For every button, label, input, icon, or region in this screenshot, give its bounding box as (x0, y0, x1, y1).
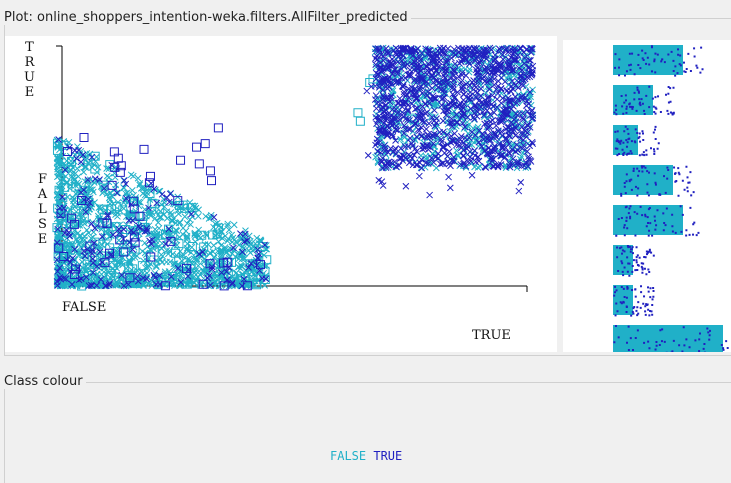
legend-true[interactable]: TRUE (373, 449, 403, 463)
y-label-true: TRUE (22, 40, 37, 100)
legend: FALSE TRUE (330, 449, 402, 463)
x-label-false: FALSE (62, 300, 107, 315)
legend-false[interactable]: FALSE (330, 449, 367, 463)
thumbnail (613, 45, 683, 75)
thumbnail (613, 85, 653, 115)
thumbnail (613, 245, 633, 275)
thumbnail (613, 285, 633, 315)
matrix-panel (563, 40, 731, 352)
x-label-true: TRUE (472, 328, 511, 343)
thumbnail-points (615, 205, 700, 237)
y-label-false: FALSE (35, 172, 50, 247)
class-colour-title: Class colour (4, 374, 86, 389)
point (53, 44, 537, 291)
point (52, 44, 537, 291)
plot-title: Plot: online_shoppers_intention-weka.fil… (4, 10, 411, 25)
screen: Plot: online_shoppers_intention-weka.fil… (4, 10, 731, 483)
thumbnail-points (614, 125, 660, 157)
class-colour-group (4, 382, 731, 483)
thumbnail-points (613, 85, 675, 116)
thumbnail-points (616, 245, 655, 277)
thumbnail-points (614, 45, 704, 77)
thumbnail-points (620, 165, 695, 197)
thumbnail (613, 165, 673, 195)
plot-area (5, 36, 557, 352)
thumbnail-points (613, 325, 729, 352)
thumbnail-points (613, 285, 655, 317)
